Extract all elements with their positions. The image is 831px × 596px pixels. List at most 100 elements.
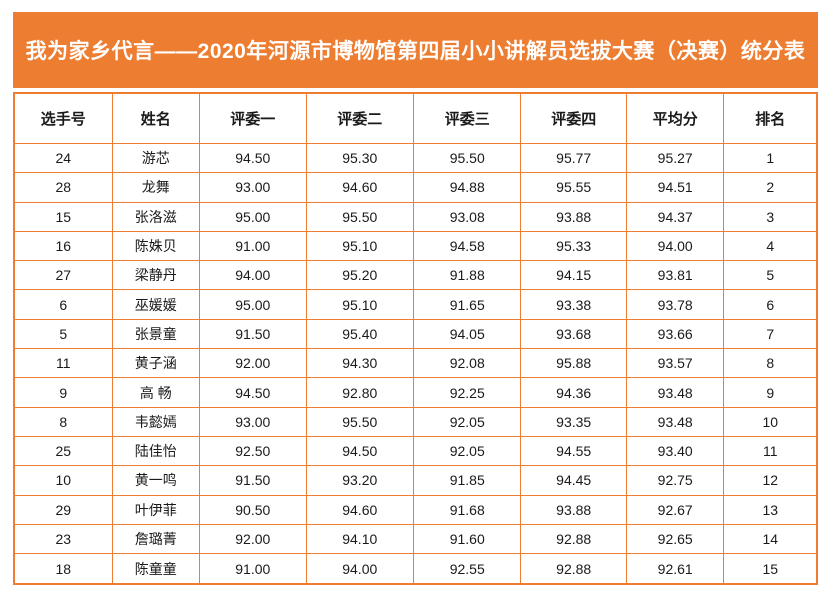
- table-cell: 92.67: [626, 495, 725, 525]
- column-header-3: 评委二: [306, 94, 414, 144]
- column-header-5: 评委四: [521, 94, 627, 144]
- table-cell: 94.51: [626, 173, 725, 203]
- table-cell: 95.00: [200, 290, 307, 320]
- table-cell: 1: [724, 144, 816, 174]
- table-cell: 91.00: [200, 554, 307, 584]
- table-cell: 94.15: [521, 261, 627, 291]
- table-row: 27 梁静丹 94.00 95.20 91.88 94.15 93.81 5: [15, 261, 816, 291]
- table-cell: 90.50: [200, 495, 307, 525]
- table-cell: 93.38: [521, 290, 627, 320]
- table-cell: 93.81: [626, 261, 725, 291]
- table-cell: 93.48: [626, 378, 725, 408]
- table-cell: 游芯: [112, 144, 201, 174]
- table-cell: 93.00: [200, 407, 307, 437]
- table-cell: 93.35: [521, 407, 627, 437]
- table-row: 6 巫媛媛 95.00 95.10 91.65 93.38 93.78 6: [15, 290, 816, 320]
- table-cell: 95.33: [521, 231, 627, 262]
- table-cell: 龙舞: [112, 173, 201, 203]
- table-cell: 黄子涵: [112, 349, 201, 379]
- table-body: 24 游芯 94.50 95.30 95.50 95.77 95.27 1 28 龙舞 93.00 9…: [15, 144, 816, 584]
- table-cell: 93.78: [626, 290, 725, 320]
- table-cell: 5: [15, 319, 113, 350]
- table-cell: 93.40: [626, 436, 725, 467]
- table-cell: 93.57: [626, 349, 725, 379]
- table-header-row: 选手号 姓名 评委一 评委二 评委三 评委四 平均分 排名: [15, 94, 816, 144]
- table-row: 18 陈童童 91.00 94.00 92.55 92.88 92.61 15: [15, 554, 816, 584]
- table-cell: 4: [724, 232, 816, 262]
- column-header-0: 选手号: [15, 94, 113, 144]
- table-cell: 29: [15, 495, 113, 525]
- table-cell: 9: [15, 378, 113, 408]
- table-cell: 92.88: [521, 524, 627, 555]
- column-header-7: 排名: [724, 94, 816, 144]
- table-cell: 张景童: [112, 319, 201, 350]
- table-cell: 94.00: [200, 261, 307, 291]
- table-cell: 95.00: [200, 202, 307, 232]
- table-cell: 94.37: [626, 202, 725, 232]
- table-cell: 93.48: [626, 407, 725, 437]
- column-header-4: 评委三: [414, 94, 522, 144]
- table-cell: 24: [15, 144, 113, 174]
- page-title: 我为家乡代言——2020年河源市博物馆第四届小小讲解员选拔大赛（决赛）统分表: [25, 40, 806, 63]
- table-row: 29 叶伊菲 90.50 94.60 91.68 93.88 92.67 13: [15, 495, 816, 525]
- table-cell: 11: [724, 437, 816, 467]
- table-cell: 94.58: [414, 231, 522, 262]
- column-header-6: 平均分: [626, 94, 725, 144]
- table-cell: 92.80: [306, 378, 414, 408]
- table-cell: 张洛滋: [112, 202, 201, 232]
- table-cell: 93.68: [521, 319, 627, 350]
- table-cell: 18: [15, 554, 113, 584]
- table-cell: 91.50: [200, 319, 307, 350]
- table-cell: 28: [15, 173, 113, 203]
- table-row: 28 龙舞 93.00 94.60 94.88 95.55 94.51 2: [15, 173, 816, 203]
- table-cell: 93.66: [626, 319, 725, 350]
- table-cell: 94.50: [200, 144, 307, 174]
- table-cell: 91.65: [414, 290, 522, 320]
- table-cell: 梁静丹: [112, 261, 201, 291]
- table-cell: 10: [724, 408, 816, 437]
- table-row: 15 张洛滋 95.00 95.50 93.08 93.88 94.37 3: [15, 202, 816, 232]
- table-cell: 韦懿嫣: [112, 407, 201, 437]
- table-cell: 25: [15, 436, 113, 467]
- table-cell: 95.50: [306, 202, 414, 232]
- table-row: 23 詹璐菁 92.00 94.10 91.60 92.88 92.65 14: [15, 524, 816, 555]
- table-cell: 23: [15, 524, 113, 555]
- table-cell: 94.60: [306, 173, 414, 203]
- table-cell: 93.88: [521, 495, 627, 525]
- table-cell: 陈童童: [113, 554, 201, 584]
- table-cell: 94.50: [200, 378, 307, 408]
- table-cell: 13: [724, 496, 816, 525]
- table-cell: 叶伊菲: [112, 495, 201, 525]
- table-cell: 91.50: [200, 466, 307, 496]
- title-banner: 我为家乡代言——2020年河源市博物馆第四届小小讲解员选拔大赛（决赛）统分表: [13, 12, 818, 88]
- table-row: 24 游芯 94.50 95.30 95.50 95.77 95.27 1: [15, 144, 816, 174]
- table-cell: 95.30: [306, 144, 414, 174]
- table-cell: 94.36: [521, 378, 627, 408]
- table-cell: 94.00: [307, 554, 414, 584]
- column-header-2: 评委一: [200, 94, 307, 144]
- table-cell: 92.65: [626, 524, 725, 555]
- table-cell: 95.50: [306, 407, 414, 437]
- column-header-1: 姓名: [112, 94, 201, 144]
- table-cell: 91.88: [414, 261, 522, 291]
- table-cell: 2: [724, 173, 816, 203]
- table-cell: 8: [15, 407, 113, 437]
- table-cell: 93.00: [200, 173, 307, 203]
- table-cell: 94.45: [521, 466, 627, 496]
- table-cell: 8: [724, 349, 816, 379]
- table-cell: 94.00: [626, 231, 725, 262]
- table-cell: 92.08: [414, 349, 522, 379]
- table-cell: 14: [724, 525, 816, 555]
- table-cell: 12: [724, 466, 816, 496]
- table-cell: 91.85: [414, 466, 522, 496]
- table-cell: 92.05: [414, 407, 522, 437]
- table-cell: 92.61: [627, 554, 725, 584]
- table-cell: 93.88: [521, 202, 627, 232]
- table-cell: 15: [762, 560, 779, 577]
- table-cell: 陆佳怡: [112, 436, 201, 467]
- table-cell: 7: [724, 320, 816, 350]
- table-cell: 93.20: [306, 466, 414, 496]
- table-cell: 27: [15, 261, 113, 291]
- table-cell: 95.40: [306, 319, 414, 350]
- table-cell: 94.05: [414, 319, 522, 350]
